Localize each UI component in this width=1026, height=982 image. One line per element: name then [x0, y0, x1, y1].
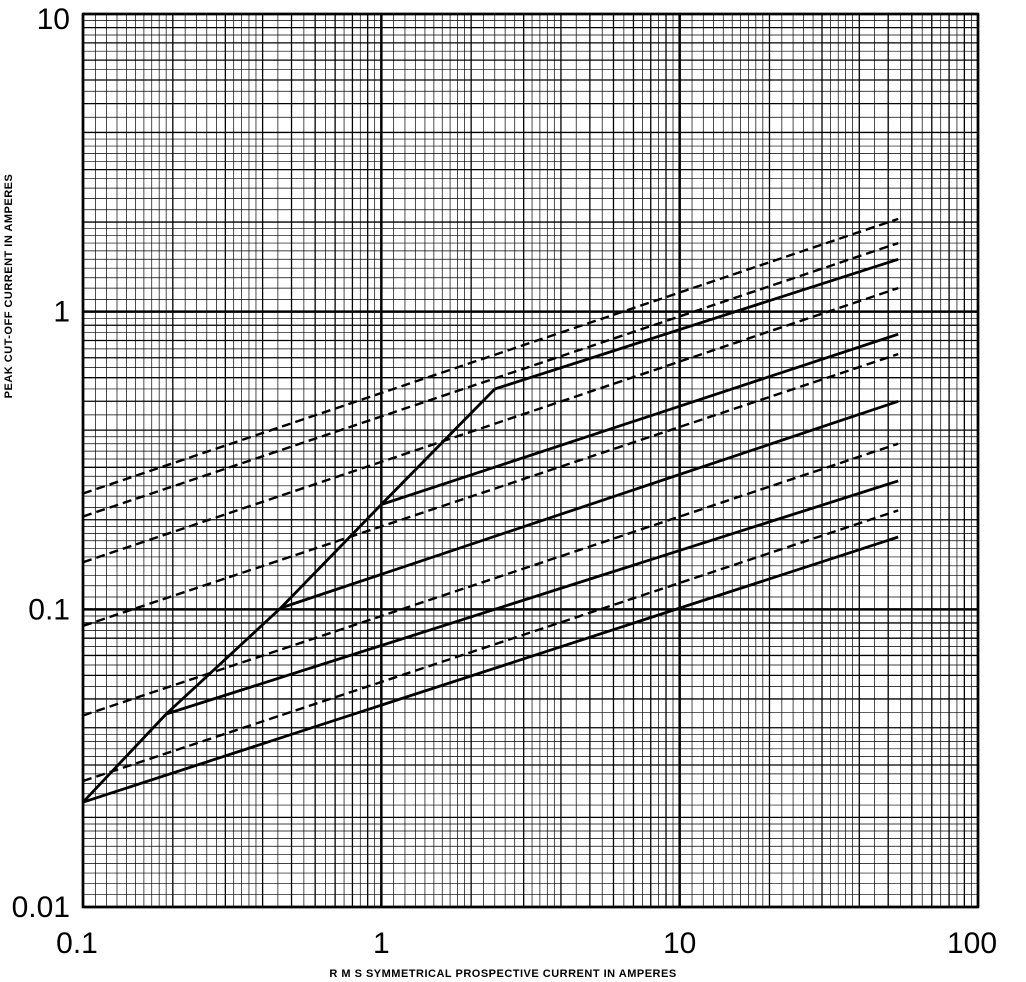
series-line-7 — [82, 352, 899, 628]
x-tick-label: 100 — [947, 927, 997, 960]
x-axis-title: R M S SYMMETRICAL PROSPECTIVE CURRENT IN… — [329, 968, 676, 980]
series-line-10 — [494, 257, 899, 391]
series-line-6 — [280, 399, 899, 610]
x-tick-label: 10 — [663, 927, 696, 960]
series-line-8 — [380, 332, 899, 506]
x-tick-label: 1 — [373, 927, 390, 960]
series-line-5 — [82, 442, 899, 717]
y-tick-label: 1 — [53, 296, 70, 329]
y-tick-label: 10 — [37, 3, 70, 36]
x-tick-label: 0.1 — [56, 927, 98, 960]
series-line-3 — [82, 509, 899, 783]
series-line-9 — [82, 286, 899, 564]
y-axis-title: PEAK CUT-OFF CURRENT IN AMPERES — [3, 174, 15, 399]
series-line-12 — [82, 217, 899, 495]
plot-grid — [81, 12, 980, 909]
y-tick-label: 0.1 — [28, 593, 70, 626]
plot-frame — [81, 12, 980, 909]
series-line-4 — [165, 479, 899, 716]
series-line-11 — [82, 241, 899, 518]
series-line-2 — [82, 535, 899, 804]
plot-series — [81, 217, 899, 804]
y-tick-label: 0.01 — [12, 891, 70, 924]
